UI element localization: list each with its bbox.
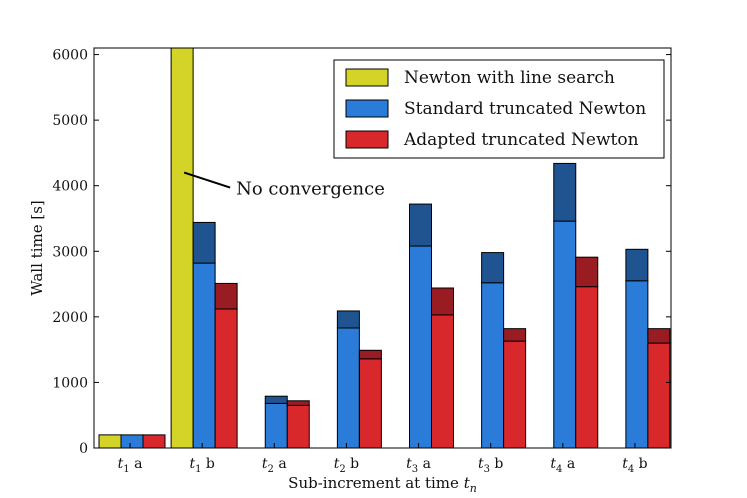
bar-standard-truncated-newton-3: [336, 327, 360, 449]
bar-adapted-truncated-newton-6: [575, 286, 599, 449]
bar-top-standard-truncated-newton-6: [553, 162, 577, 222]
legend-swatch: [345, 130, 389, 149]
x-tick-sub: 2: [268, 464, 274, 475]
bar-top-adapted-truncated-newton-4: [431, 287, 454, 316]
x-tick-var: t: [334, 456, 340, 472]
x-tick-label: t2 b: [334, 456, 359, 475]
bar-newton-with-line-search-0: [98, 434, 122, 449]
bar-adapted-truncated-newton-5: [503, 340, 527, 449]
bar-standard-truncated-newton-1: [192, 262, 216, 449]
legend-label: Standard truncated Newton: [404, 99, 646, 119]
x-tick-label: t1 a: [118, 456, 143, 475]
x-tick-label: t3 a: [406, 456, 431, 475]
x-tick-suffix: a: [418, 456, 431, 472]
bar-top-adapted-truncated-newton-7: [647, 328, 671, 344]
legend-swatch: [345, 99, 389, 118]
x-tick-label: t4 b: [622, 456, 647, 475]
x-tick-suffix: a: [562, 456, 575, 472]
y-tick-label: 5000: [52, 113, 88, 129]
x-tick-label: t1 b: [189, 456, 214, 475]
bar-standard-truncated-newton-4: [409, 245, 432, 449]
x-tick-var: t: [118, 456, 124, 472]
x-axis-label-var: t: [464, 474, 471, 492]
annotation-pointer-line: [183, 171, 231, 189]
x-tick-label: t2 a: [262, 456, 287, 475]
x-tick-sub: 1: [123, 464, 129, 475]
x-tick-var: t: [189, 456, 195, 472]
x-tick-var: t: [406, 456, 412, 472]
bar-top-adapted-truncated-newton-3: [358, 349, 382, 360]
x-tick-sub: 3: [412, 464, 418, 475]
legend: Newton with line search Standard truncate…: [333, 59, 665, 159]
bar-adapted-truncated-newton-2: [286, 404, 310, 449]
x-axis-label-text: Sub-increment at time: [288, 474, 464, 492]
x-tick-var: t: [622, 456, 628, 472]
y-tick-label: 3000: [52, 244, 88, 260]
bar-top-adapted-truncated-newton-6: [575, 256, 599, 288]
bars-layer: [98, 47, 671, 449]
x-tick-var: t: [478, 456, 484, 472]
no-convergence-annotation: No convergence: [183, 171, 385, 200]
bar-top-adapted-truncated-newton-2: [286, 400, 310, 406]
x-tick-sub: 3: [484, 464, 490, 475]
x-tick-suffix: b: [201, 456, 214, 472]
x-tick-sub: 4: [628, 464, 634, 475]
bar-top-standard-truncated-newton-3: [336, 310, 360, 329]
bar-top-standard-truncated-newton-5: [481, 252, 505, 284]
x-tick-label: t4 a: [550, 456, 575, 475]
x-axis-label-sub: n: [470, 482, 477, 495]
y-tick-label: 6000: [52, 48, 88, 64]
x-tick-label: t3 b: [478, 456, 503, 475]
x-tick-suffix: b: [346, 456, 359, 472]
legend-box: [333, 59, 665, 159]
x-tick-suffix: b: [490, 456, 503, 472]
bar-top-standard-truncated-newton-2: [264, 395, 288, 404]
y-tick-label: 0: [79, 441, 88, 457]
x-tick-var: t: [262, 456, 268, 472]
bar-top-standard-truncated-newton-4: [409, 203, 432, 247]
x-tick-suffix: a: [130, 456, 143, 472]
legend-swatch: [345, 68, 389, 87]
bar-top-adapted-truncated-newton-1: [214, 282, 238, 310]
x-axis-label: Sub-increment at time tn: [288, 474, 477, 495]
bar-top-adapted-truncated-newton-5: [503, 328, 527, 342]
bar-standard-truncated-newton-7: [625, 280, 649, 449]
bar-adapted-truncated-newton-1: [214, 308, 238, 449]
x-tick-var: t: [550, 456, 556, 472]
bar-standard-truncated-newton-5: [481, 282, 505, 449]
bar-newton-with-line-search-1: [170, 47, 194, 449]
annotation-label: No convergence: [236, 179, 385, 200]
y-tick-label: 1000: [52, 375, 88, 391]
bar-standard-truncated-newton-2: [264, 402, 288, 449]
bar-standard-truncated-newton-6: [553, 220, 577, 449]
bar-adapted-truncated-newton-4: [431, 314, 454, 449]
bar-adapted-truncated-newton-7: [647, 342, 671, 449]
x-tick-sub: 4: [556, 464, 562, 475]
bar-top-standard-truncated-newton-1: [192, 221, 216, 264]
y-tick-label: 4000: [52, 179, 88, 195]
legend-label: Newton with line search: [404, 68, 615, 88]
bar-standard-truncated-newton-0: [120, 434, 144, 449]
bar-top-standard-truncated-newton-7: [625, 248, 649, 282]
y-tick-label: 2000: [52, 310, 88, 326]
x-tick-sub: 1: [195, 464, 201, 475]
y-axis-label: Wall time [s]: [28, 200, 46, 296]
x-tick-sub: 2: [339, 464, 345, 475]
legend-items: Newton with line search Standard truncate…: [345, 68, 646, 150]
bar-adapted-truncated-newton-0: [142, 434, 166, 449]
bar-adapted-truncated-newton-3: [358, 358, 382, 449]
x-tick-suffix: b: [634, 456, 647, 472]
plot-frame: [93, 47, 672, 449]
x-tick-suffix: a: [274, 456, 287, 472]
legend-label: Adapted truncated Newton: [403, 130, 639, 150]
